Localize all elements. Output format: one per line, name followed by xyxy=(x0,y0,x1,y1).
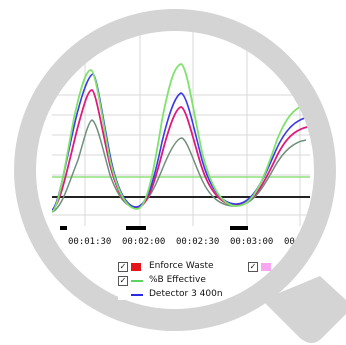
time-tick: 00:03:00 xyxy=(230,237,273,247)
legend-item-b-effective[interactable]: ✓ %B Effective xyxy=(118,275,258,286)
checkbox[interactable]: ✓ xyxy=(248,262,258,272)
legend-label: %B Effective xyxy=(149,275,206,285)
plot-grid xyxy=(52,30,310,226)
plot-area xyxy=(52,63,310,213)
legend-swatch xyxy=(131,294,143,296)
time-tick: 00:02:30 xyxy=(176,237,219,247)
magnifier-lens xyxy=(14,9,346,343)
legend-item-enforce-waste[interactable]: ✓ Enforce Waste xyxy=(118,261,258,272)
legend-swatch xyxy=(131,263,141,271)
legend-label: Enforce Waste xyxy=(149,261,214,271)
legend-item-detector-3[interactable]: Detector 3 400n xyxy=(118,289,258,300)
checkbox[interactable]: ✓ xyxy=(118,276,128,286)
event-markers xyxy=(60,226,248,230)
legend-swatch xyxy=(131,280,143,282)
legend-item-other[interactable]: ✓ xyxy=(248,261,288,272)
time-tick: 00:02:00 xyxy=(122,237,165,247)
green-trace xyxy=(52,63,309,213)
checkbox[interactable]: ✓ xyxy=(118,262,128,272)
magnifier-handle xyxy=(262,276,346,343)
time-axis: 00:01:30 00:02:00 00:02:30 00:03:00 00 xyxy=(68,237,295,247)
legend-swatch xyxy=(261,263,271,271)
blue-trace xyxy=(52,73,309,211)
legend-label: Detector 3 400n xyxy=(149,289,223,299)
checkbox[interactable] xyxy=(118,290,128,300)
time-tick: 00:01:30 xyxy=(68,237,111,247)
time-tick: 00 xyxy=(284,237,295,247)
